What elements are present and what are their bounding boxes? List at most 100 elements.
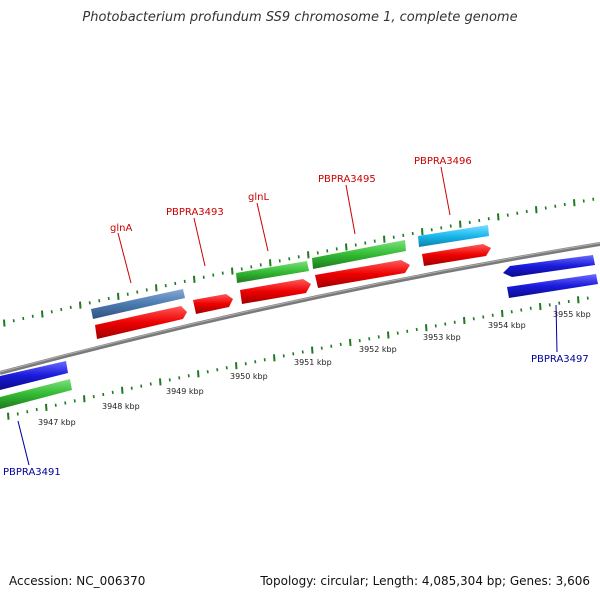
kbp-label: 3953 kbp xyxy=(423,333,461,342)
kbp-label: 3950 kbp xyxy=(230,372,268,381)
leader-PBPRA3495 xyxy=(345,184,356,235)
cds-PBPRA3491-reverse[interactable] xyxy=(0,361,68,390)
minor-tick xyxy=(364,241,367,245)
minor-tick xyxy=(174,281,177,286)
major-tick xyxy=(311,346,314,354)
minor-tick xyxy=(149,382,152,386)
minor-tick xyxy=(73,399,76,403)
leader-PBPRA3493 xyxy=(193,217,206,267)
major-tick xyxy=(155,284,158,292)
label-PBPRA3497[interactable]: PBPRA3497 xyxy=(531,354,589,365)
minor-tick xyxy=(164,284,167,288)
minor-tick xyxy=(212,273,215,277)
lower-tick-row xyxy=(7,296,589,420)
major-tick xyxy=(3,319,6,327)
major-tick xyxy=(535,206,538,214)
minor-tick xyxy=(554,204,557,208)
minor-tick xyxy=(491,313,494,317)
gene-PBPRA3496[interactable] xyxy=(418,225,489,247)
minor-tick xyxy=(563,202,566,207)
kbp-label: 3952 kbp xyxy=(359,345,397,354)
gene-PBPRA3497[interactable] xyxy=(507,274,598,298)
minor-tick xyxy=(330,344,333,348)
minor-tick xyxy=(434,324,437,328)
cds-glnL[interactable] xyxy=(240,279,311,304)
minor-tick xyxy=(206,370,209,374)
minor-tick xyxy=(402,233,405,238)
major-tick xyxy=(387,331,390,339)
major-tick xyxy=(273,354,276,362)
minor-tick xyxy=(288,257,291,261)
major-tick xyxy=(459,220,462,228)
minor-tick xyxy=(406,329,409,333)
major-tick xyxy=(345,243,348,251)
major-tick xyxy=(497,213,500,221)
kbp-label: 3947 kbp xyxy=(38,418,76,427)
minor-tick xyxy=(472,317,475,321)
minor-tick xyxy=(111,390,114,395)
label-PBPRA3495[interactable]: PBPRA3495 xyxy=(318,174,376,185)
cds-PBPRA3497-reverse[interactable] xyxy=(503,255,595,277)
minor-tick xyxy=(440,226,443,230)
major-tick xyxy=(421,228,424,236)
label-glnA[interactable]: glnA xyxy=(110,223,132,234)
major-tick xyxy=(501,309,504,318)
minor-tick xyxy=(335,247,338,251)
label-PBPRA3496[interactable]: PBPRA3496 xyxy=(414,156,472,167)
minor-tick xyxy=(102,392,105,397)
gene-glnA[interactable] xyxy=(91,289,185,319)
minor-tick xyxy=(168,378,171,382)
minor-tick xyxy=(12,319,15,323)
genome-backbone xyxy=(0,242,600,375)
minor-tick xyxy=(516,211,519,215)
gene-glnL[interactable] xyxy=(236,261,309,283)
minor-tick xyxy=(69,305,72,309)
minor-tick xyxy=(377,335,380,339)
leader-PBPRA3491 xyxy=(17,420,30,466)
minor-tick xyxy=(22,316,25,321)
minor-tick xyxy=(468,220,471,224)
label-PBPRA3491[interactable]: PBPRA3491 xyxy=(3,467,61,478)
minor-tick xyxy=(216,368,219,372)
minor-tick xyxy=(415,327,418,332)
accession-text: Accession: NC_006370 xyxy=(9,574,146,588)
gene-PBPRA3495[interactable] xyxy=(312,240,406,269)
minor-tick xyxy=(16,412,19,416)
cds-glnA[interactable] xyxy=(95,306,187,339)
major-tick xyxy=(121,386,124,394)
kbp-label: 3955 kbp xyxy=(553,310,591,319)
minor-tick xyxy=(254,360,257,364)
minor-tick xyxy=(482,315,485,319)
minor-tick xyxy=(221,271,224,275)
minor-tick xyxy=(183,279,186,284)
minor-tick xyxy=(145,288,148,292)
genome-summary-text: Topology: circular; Length: 4,085,304 bp… xyxy=(260,574,590,588)
leader-glnL xyxy=(256,202,269,252)
minor-tick xyxy=(411,231,414,236)
cds-PBPRA3493[interactable] xyxy=(193,294,233,314)
minor-tick xyxy=(567,299,570,304)
gene-PBPRA3491[interactable] xyxy=(0,379,72,409)
minor-tick xyxy=(368,337,371,341)
major-tick xyxy=(349,338,352,347)
minor-tick xyxy=(240,267,243,271)
label-glnL[interactable]: glnL xyxy=(248,192,269,203)
minor-tick xyxy=(136,290,139,294)
minor-tick xyxy=(558,301,561,305)
minor-tick xyxy=(506,213,509,217)
label-PBPRA3493[interactable]: PBPRA3493 xyxy=(166,207,224,218)
minor-tick xyxy=(548,303,551,307)
minor-tick xyxy=(92,394,95,399)
major-tick xyxy=(425,324,428,332)
cds-PBPRA3495[interactable] xyxy=(315,260,410,288)
minor-tick xyxy=(54,403,57,407)
map-title: Photobacterium profundum SS9 chromosome … xyxy=(82,10,518,25)
major-tick xyxy=(159,378,162,386)
major-tick xyxy=(577,296,580,304)
cds-PBPRA3496[interactable] xyxy=(422,244,491,266)
major-tick xyxy=(83,395,86,403)
major-tick xyxy=(539,303,542,311)
minor-tick xyxy=(444,322,447,326)
minor-tick xyxy=(525,209,528,214)
